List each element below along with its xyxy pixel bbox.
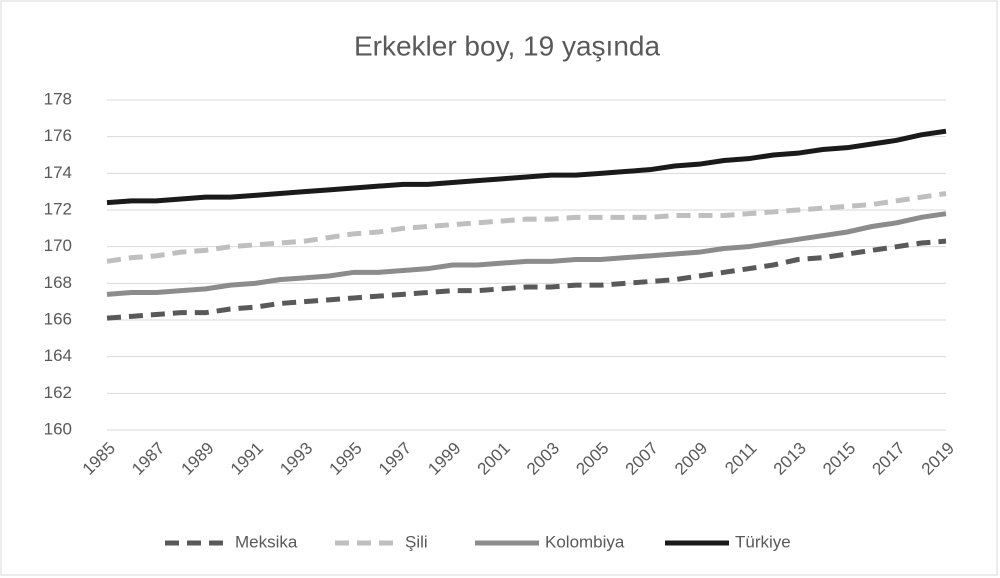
y-tick-label: 160 [44,419,72,438]
series-line [106,211,947,297]
y-tick-label: 176 [44,126,72,145]
legend-label: Meksika [235,532,298,551]
series-line [106,238,947,321]
legend-label: Kolombiya [545,532,625,551]
series-line [106,191,947,264]
y-tick-label: 162 [44,383,72,402]
y-tick-label: 172 [44,199,72,218]
y-tick-label: 168 [44,273,72,292]
y-tick-label: 166 [44,309,72,328]
series-line [106,128,947,206]
y-tick-label: 178 [44,89,72,108]
legend-label: Türkiye [735,532,791,551]
y-tick-label: 174 [44,163,72,182]
y-tick-label: 170 [44,236,72,255]
chart-title: Erkekler boy, 19 yaşında [354,30,661,61]
y-tick-label: 164 [44,346,72,365]
legend-label: Şili [405,532,428,551]
